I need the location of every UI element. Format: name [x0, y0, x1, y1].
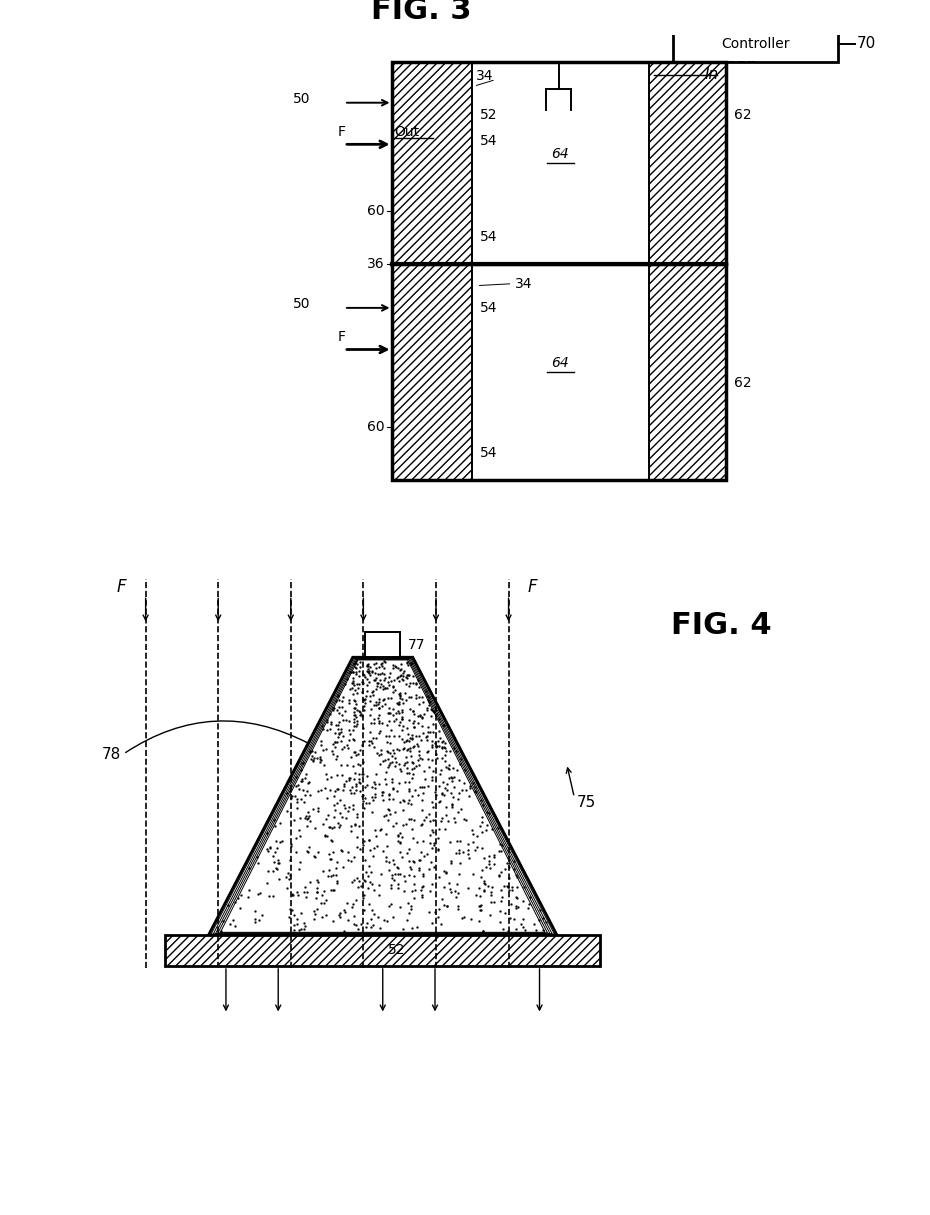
Text: 64: 64: [551, 356, 569, 369]
Bar: [392, 62, 472, 265]
Bar: [649, 265, 726, 480]
Text: F: F: [339, 330, 346, 344]
Text: 62: 62: [734, 108, 751, 123]
Bar: [392, 62, 726, 265]
Text: 70: 70: [857, 36, 876, 51]
Text: 50: 50: [293, 296, 310, 311]
Bar: [392, 265, 726, 480]
Bar: [365, 632, 400, 657]
Text: 77: 77: [408, 638, 425, 651]
Polygon shape: [208, 657, 557, 936]
Text: 54: 54: [480, 135, 497, 148]
Text: F: F: [528, 577, 538, 595]
Text: FIG. 3: FIG. 3: [371, 0, 472, 26]
Text: 64: 64: [551, 147, 569, 160]
Text: 62: 62: [734, 377, 751, 390]
Text: 34: 34: [515, 277, 533, 290]
Text: 34: 34: [475, 68, 493, 83]
Bar: [673, 26, 838, 62]
Text: 52: 52: [388, 944, 405, 957]
Text: 78: 78: [102, 746, 121, 762]
Text: 60: 60: [367, 420, 385, 434]
Text: 75: 75: [577, 795, 595, 810]
Text: 54: 54: [480, 446, 497, 460]
Text: 54: 54: [480, 230, 497, 244]
Text: FIG. 4: FIG. 4: [671, 611, 772, 640]
Text: 54: 54: [480, 301, 497, 315]
Text: F: F: [116, 577, 126, 595]
Text: Out: Out: [394, 125, 419, 139]
Text: Controller: Controller: [721, 36, 790, 51]
Text: 60: 60: [367, 204, 385, 219]
Text: F: F: [339, 125, 346, 139]
Text: 36: 36: [367, 258, 385, 271]
Bar: [649, 62, 726, 265]
Bar: [472, 62, 649, 265]
Bar: [472, 265, 649, 480]
Bar: [165, 936, 601, 966]
Text: 50: 50: [293, 92, 310, 106]
Text: 52: 52: [480, 108, 497, 123]
Text: In: In: [704, 67, 719, 83]
Bar: [392, 265, 472, 480]
